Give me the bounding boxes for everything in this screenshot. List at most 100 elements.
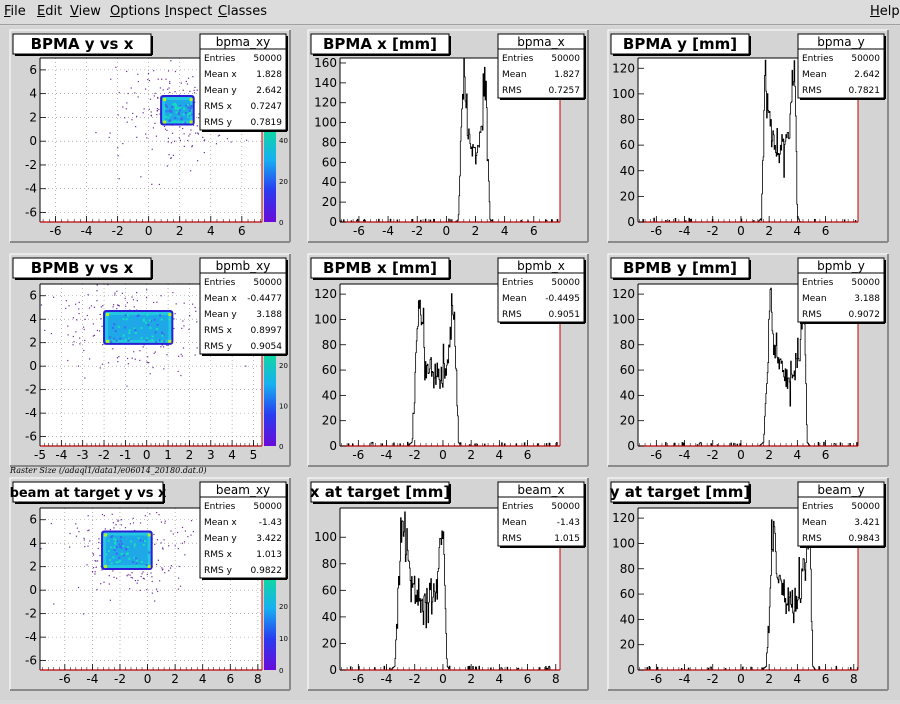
x-tick-label: -4: [381, 672, 393, 686]
scatter-point: [194, 101, 196, 103]
core-speck: [174, 117, 177, 120]
x-tick-label: 8: [254, 672, 262, 686]
scatter-point: [146, 589, 148, 591]
core-speck: [185, 104, 188, 107]
scatter-point: [161, 547, 164, 549]
stats-value: -0.4495: [545, 294, 580, 304]
scatter-point: [186, 83, 189, 85]
scatter-point: [131, 572, 133, 574]
scatter-point: [196, 89, 198, 91]
x-tick-label: -4: [55, 448, 67, 462]
menu-file[interactable]: File: [4, 4, 26, 19]
scatter-point: [192, 124, 195, 126]
scatter-point: [53, 603, 55, 605]
x-tick-label: 6: [226, 672, 234, 686]
core-corner: [163, 98, 167, 102]
scatter-point: [160, 542, 162, 544]
scatter-point: [188, 328, 190, 330]
scatter-point: [72, 317, 75, 319]
scatter-point: [94, 571, 96, 573]
menu-inspect[interactable]: Inspect: [165, 4, 213, 19]
scatter-point: [88, 529, 90, 531]
scatter-point: [90, 305, 93, 307]
scatter-point: [117, 147, 119, 149]
stats-label: RMS: [802, 534, 822, 544]
scatter-point: [174, 91, 176, 93]
scatter-point: [84, 318, 86, 321]
scatter-point: [91, 571, 94, 573]
scatter-point: [79, 343, 81, 345]
x-tick-label: 2: [171, 672, 179, 686]
x-tick-label: 0: [737, 672, 745, 686]
stats-box: [199, 257, 287, 355]
scatter-point: [159, 87, 161, 89]
scatter-point: [156, 110, 158, 112]
y-tick-label: -6: [25, 654, 37, 668]
x-tick-label: -6: [50, 224, 62, 238]
core-speck: [110, 546, 113, 549]
y-tick-label: 0: [329, 663, 337, 677]
scatter-point: [139, 350, 141, 352]
scatter-point: [183, 302, 185, 304]
scatter-point: [137, 96, 139, 98]
scatter-point: [50, 522, 52, 525]
y-tick-label: 120: [314, 96, 337, 110]
scatter-point: [144, 88, 147, 90]
x-tick-label: 0: [439, 672, 447, 686]
x-tick-label: 6: [530, 224, 538, 238]
core-speck: [135, 562, 138, 565]
scatter-point: [166, 354, 168, 356]
scatter-point: [180, 374, 182, 377]
scatter-point: [169, 567, 172, 569]
scatter-point: [120, 519, 123, 521]
x-tick-label: 6: [822, 224, 830, 238]
stats-value: 1.828: [256, 70, 282, 80]
scatter-point: [108, 136, 110, 139]
scatter-point: [176, 531, 179, 534]
x-tick-label: 6: [524, 448, 532, 462]
scatter-point: [134, 92, 136, 94]
core-speck: [113, 548, 116, 551]
core-speck: [145, 321, 148, 324]
menu-edit[interactable]: Edit: [37, 4, 63, 19]
core-speck: [110, 562, 113, 565]
stats-label: RMS: [502, 310, 522, 320]
menu-view[interactable]: View: [70, 4, 101, 19]
scatter-point: [132, 112, 134, 115]
menu-help[interactable]: Help: [870, 4, 900, 19]
scatter-point: [114, 294, 116, 296]
core-corner: [147, 533, 151, 537]
scatter-point: [130, 576, 132, 579]
scatter-point: [152, 366, 154, 369]
core-speck: [174, 102, 177, 105]
scatter-point: [170, 157, 172, 159]
y-tick-label: 160: [314, 56, 337, 70]
stats-label: RMS x: [204, 102, 233, 112]
core-corner: [168, 339, 172, 343]
core-speck: [155, 340, 158, 343]
y-tick-label: 6: [29, 513, 37, 527]
core-corner: [147, 565, 151, 569]
scatter-point: [166, 129, 168, 132]
x-tick-label: 3: [207, 448, 215, 462]
menu-classes[interactable]: Classes: [218, 4, 267, 19]
scatter-point: [118, 178, 120, 180]
scatter-point: [174, 545, 176, 547]
core-speck: [143, 540, 146, 543]
core-speck: [110, 535, 113, 538]
scatter-point: [156, 511, 158, 514]
core-speck: [118, 559, 121, 562]
core-corner: [163, 120, 167, 124]
y-tick-label: 2: [29, 560, 37, 574]
scatter-point: [95, 560, 97, 562]
scatter-point: [127, 363, 129, 365]
scatter-point: [149, 373, 151, 375]
scatter-point: [141, 573, 143, 575]
core-speck: [177, 115, 180, 118]
chart-title: BPMA y vs x: [31, 35, 134, 53]
menu-options[interactable]: Options: [110, 4, 161, 19]
scatter-point: [217, 135, 219, 137]
histogram-series: [638, 511, 858, 671]
